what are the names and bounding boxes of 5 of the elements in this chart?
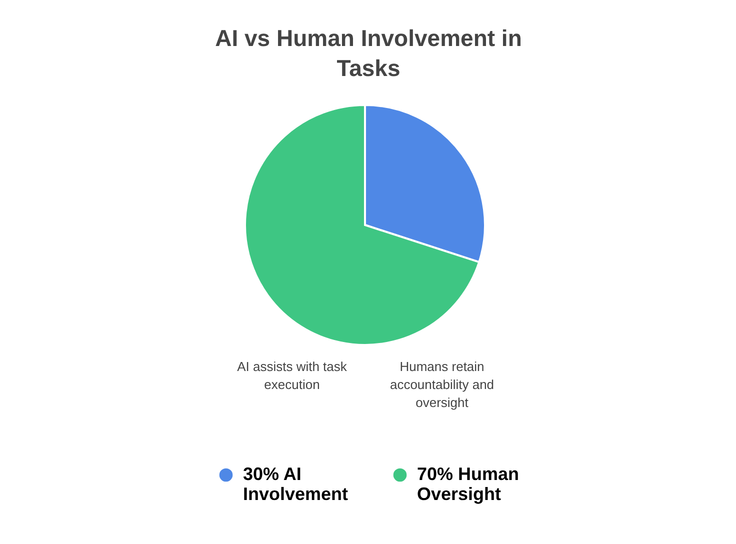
text: Humans retain accountability and oversight <box>389 359 494 410</box>
legend-label: 70% Human Oversight <box>416 464 519 504</box>
chart-title: AI vs Human Involvement in Tasks <box>214 25 522 81</box>
text: AI assists with task execution <box>236 359 347 392</box>
legend-label: 30% AI Involvement <box>242 464 348 504</box>
